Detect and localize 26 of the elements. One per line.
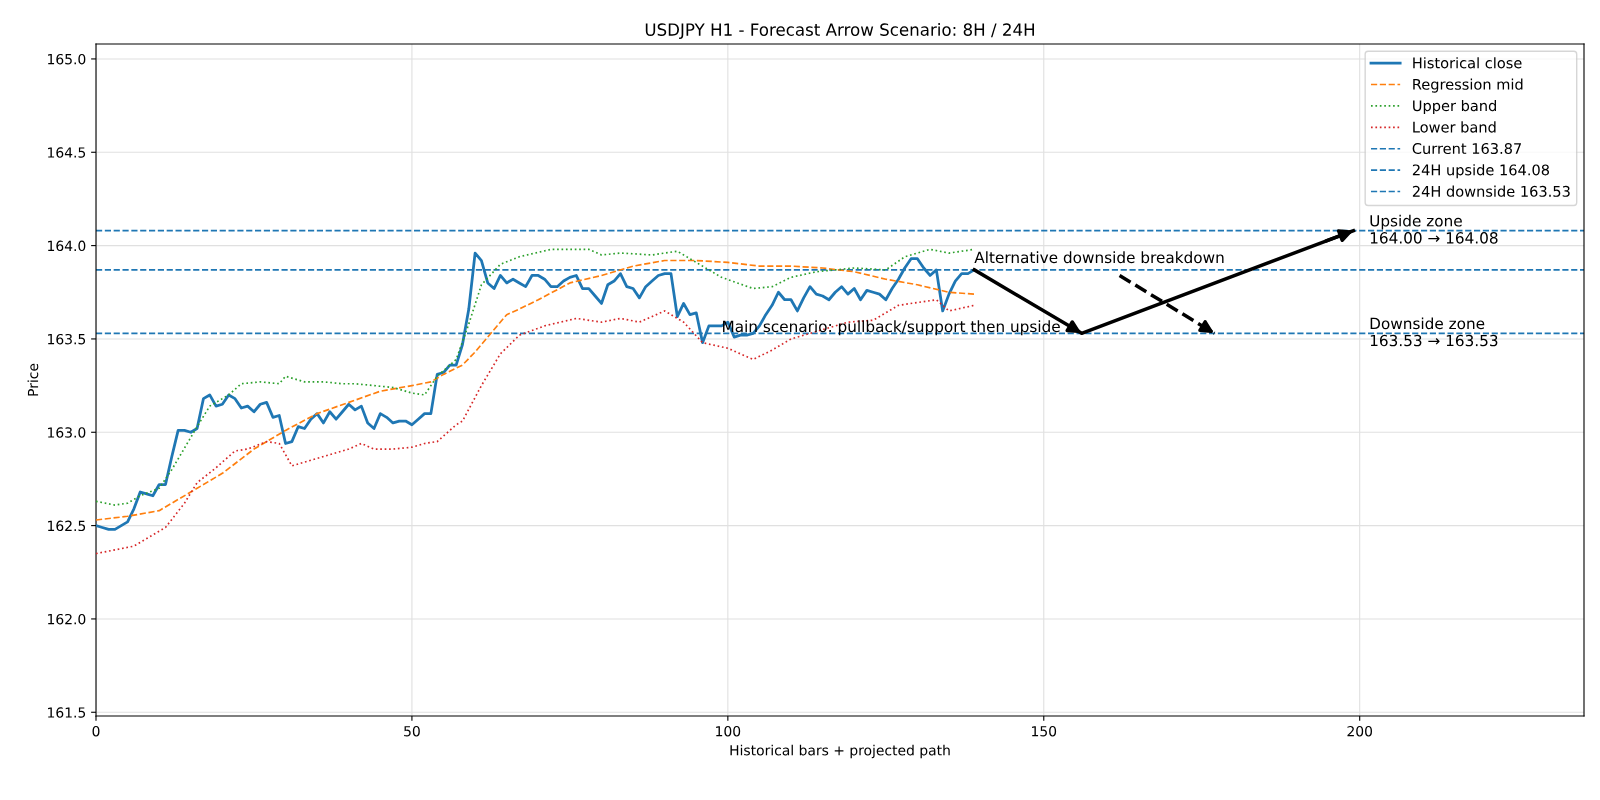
x-tick-label: 150 [1032, 725, 1057, 737]
chart-title: USDJPY H1 - Forecast Arrow Scenario: 8H / 24H [645, 23, 1034, 39]
annotation: Upside zone 164.00 → 164.08 [1370, 214, 1498, 244]
y-tick-label: 162.0 [48, 613, 86, 625]
y-tick-label: 164.0 [48, 240, 86, 252]
legend-label: Historical close [1413, 57, 1522, 69]
x-axis-title: Historical bars + projected path [730, 744, 950, 759]
legend-label: Upper band [1413, 99, 1496, 115]
legend-label: Regression mid [1413, 78, 1523, 93]
y-tick-label: 164.5 [48, 147, 86, 158]
legend-label: 24H downside 163.53 [1412, 185, 1570, 197]
annotation: Alternative downside breakdown [974, 251, 1224, 264]
y-tick-label: 165.0 [48, 53, 86, 65]
x-tick-label: 200 [1347, 725, 1373, 737]
y-tick-label: 162.5 [48, 520, 86, 532]
x-tick-label: 50 [404, 725, 420, 737]
legend-label: 24H upside 164.08 [1412, 164, 1550, 179]
y-tick-label: 163.0 [48, 427, 86, 438]
y-tick-label: 161.5 [48, 707, 86, 718]
annotation: Downside zone 163.53 → 163.53 [1370, 317, 1498, 347]
legend-label: Lower band [1413, 121, 1496, 133]
x-tick-label: 100 [716, 725, 741, 737]
legend-label: Current 163.87 [1412, 143, 1522, 155]
y-axis-title: Price [27, 363, 39, 396]
y-tick-label: 163.5 [48, 333, 86, 345]
x-tick-label: 0 [92, 725, 100, 737]
